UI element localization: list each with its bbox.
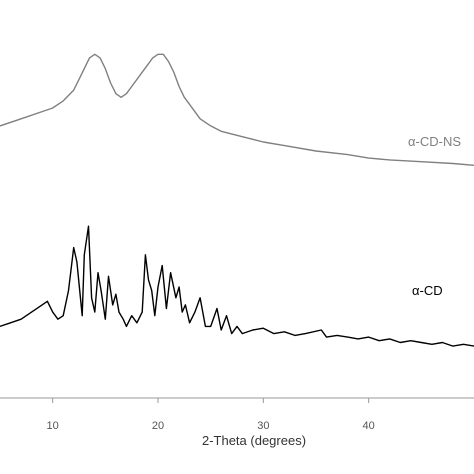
series-label-acd: α-CD (412, 283, 443, 298)
series-layer (0, 53, 474, 347)
x-tick-label: 10 (47, 420, 59, 432)
x-axis-ticks: 10 20 30 40 (47, 398, 375, 432)
x-tick-label: 30 (257, 420, 269, 432)
series-line-1 (0, 225, 474, 347)
x-axis-title: 2-Theta (degrees) (202, 433, 306, 448)
x-tick-label: 20 (152, 420, 164, 432)
series-label-acd-ns: α-CD-NS (408, 134, 461, 149)
x-tick-label: 40 (363, 420, 375, 432)
series-line-0 (0, 53, 474, 166)
